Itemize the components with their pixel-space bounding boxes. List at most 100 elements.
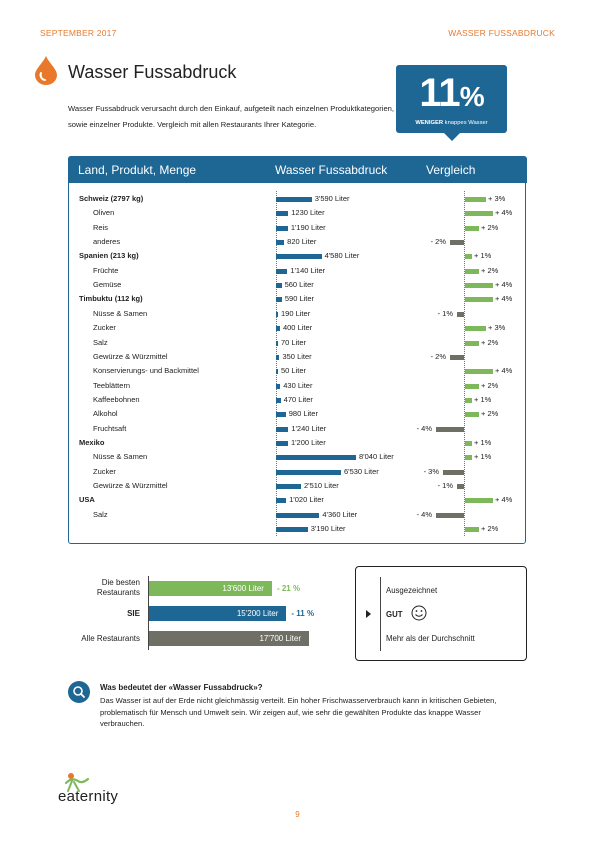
table-row-label: Gewürze & Würzmittel — [93, 351, 168, 361]
table-row-label: Salz — [93, 337, 108, 347]
comparison-value: + 2% — [481, 337, 499, 347]
comparison-bar-negative — [450, 240, 464, 246]
footprint-bar — [276, 297, 282, 303]
comparison-value: - 2% — [430, 237, 446, 247]
comparison-bar-positive — [465, 383, 479, 389]
footprint-bar — [276, 426, 289, 432]
footprint-value: 4'580 Liter — [324, 251, 360, 261]
footprint-bar — [276, 412, 286, 418]
table-row-label: Fruchtsaft — [93, 423, 127, 433]
rating-bottom: Mehr als der Durchschnitt — [386, 634, 475, 643]
footprint-bar — [276, 197, 312, 202]
comparison-bar-negative — [457, 311, 464, 317]
footprint-bar — [276, 326, 280, 332]
comparison-value: - 1% — [437, 481, 453, 490]
comparison-value: + 2% — [481, 380, 499, 390]
footprint-axis — [276, 191, 277, 536]
page-title: Wasser Fussabdruck — [68, 62, 237, 82]
table-row-label: Früchte — [93, 265, 119, 275]
comparison-bar-positive — [465, 197, 486, 202]
footprint-value: 1'240 Liter — [291, 423, 327, 433]
comparison-value: + 2% — [481, 409, 499, 419]
comparison-value: + 2% — [481, 222, 499, 232]
comparison-value: + 3% — [488, 194, 506, 203]
comparison-bar-negative — [436, 426, 464, 432]
footprint-bar — [276, 469, 341, 475]
comparison-bar-positive — [465, 283, 493, 289]
comparison-value: + 4% — [495, 495, 513, 505]
water-drop-icon — [33, 55, 59, 90]
table-row-label: Salz — [93, 509, 108, 519]
footprint-value: 190 Liter — [281, 308, 311, 318]
badge-value: 11 — [419, 71, 460, 115]
footprint-value: 70 Liter — [281, 337, 307, 347]
rating-marker-icon — [366, 610, 371, 618]
footprint-bar — [276, 512, 320, 518]
comparison-percent: - 21 % — [276, 584, 301, 593]
header-section: WASSER FUSSABDRUCK — [448, 28, 555, 38]
comparison-value: + 3% — [488, 323, 506, 333]
eaternity-logo-icon — [62, 771, 92, 798]
comparison-value: + 2% — [481, 265, 499, 275]
footprint-value: 980 Liter — [288, 409, 318, 419]
footprint-bar — [276, 383, 281, 389]
footprint-bar — [276, 340, 278, 346]
comparison-bar-positive — [465, 340, 479, 346]
table-row-label: Kaffeebohnen — [93, 394, 140, 404]
footprint-bar — [276, 484, 301, 489]
footprint-value: 470 Liter — [283, 394, 313, 404]
header-date: SEPTEMBER 2017 — [40, 28, 117, 38]
table-row-label: Zucker — [93, 323, 116, 333]
footprint-bar — [276, 354, 280, 360]
footprint-value: 1230 Liter — [291, 208, 325, 218]
comparison-bar-positive — [465, 527, 479, 533]
comparison-value: - 4% — [416, 509, 432, 519]
rating-current: GUT — [386, 610, 403, 619]
badge-pointer — [444, 133, 460, 141]
comparison-baseline — [464, 191, 465, 536]
comparison-value: + 4% — [495, 208, 513, 218]
footprint-bar — [276, 211, 289, 217]
comparison-value: - 3% — [423, 466, 439, 476]
table-row-label: Nüsse & Samen — [93, 452, 148, 462]
comparison-value: - 1% — [437, 308, 453, 318]
footprint-bar — [276, 455, 356, 461]
footprint-value: 50 Liter — [281, 366, 307, 376]
footprint-value: 8'040 Liter — [359, 452, 394, 462]
footprint-bar — [276, 254, 322, 260]
faq-answer: Das Wasser ist auf der Erde nicht gleich… — [100, 696, 497, 728]
table-row-label: Oliven — [93, 208, 115, 218]
summary-badge: 11% WENIGER knappes Wasser — [396, 65, 507, 133]
comparison-bar-positive — [465, 498, 493, 504]
footprint-bar — [276, 268, 288, 274]
search-icon — [68, 681, 90, 708]
comparison-bar-positive — [465, 412, 479, 418]
comparison-value: - 2% — [430, 351, 446, 361]
footprint-bar — [276, 240, 285, 246]
table-row-label: Konservierungs- und Backmittel — [93, 366, 199, 376]
footprint-value: 820 Liter — [287, 237, 317, 247]
footprint-value: 560 Liter — [284, 280, 314, 290]
table-row-label: Zucker — [93, 466, 116, 476]
comparison-bar-negative — [457, 484, 464, 489]
footprint-bar — [276, 397, 281, 403]
comparison-bar-positive — [465, 397, 472, 403]
footprint-value: 1'020 Liter — [289, 495, 324, 505]
footprint-bar — [276, 440, 288, 446]
comparison-bar-negative — [450, 354, 464, 360]
table-row-label: Gemüse — [93, 280, 122, 290]
comparison-bar-positive — [465, 225, 479, 231]
table-group-label: Timbuktu (112 kg) — [79, 294, 143, 304]
col-header-comparison: Vergleich — [426, 163, 476, 177]
comparison-value: - 4% — [416, 423, 432, 433]
comparison-bar-positive — [465, 254, 472, 260]
footprint-bar — [276, 369, 278, 375]
table-group-label: Schweiz (2797 kg) — [79, 194, 144, 203]
table-row-label: Teeblättern — [93, 380, 131, 390]
comparison-bar-positive — [465, 326, 486, 332]
comparison-bar: 17'700 Liter — [149, 631, 309, 646]
comparison-bar-positive — [465, 455, 472, 461]
table-row-label: Nüsse & Samen — [93, 308, 148, 318]
footprint-value: 2'510 Liter — [303, 481, 339, 490]
faq-question: Was bedeutet der «Wasser Fussabdruck»? — [100, 683, 263, 692]
